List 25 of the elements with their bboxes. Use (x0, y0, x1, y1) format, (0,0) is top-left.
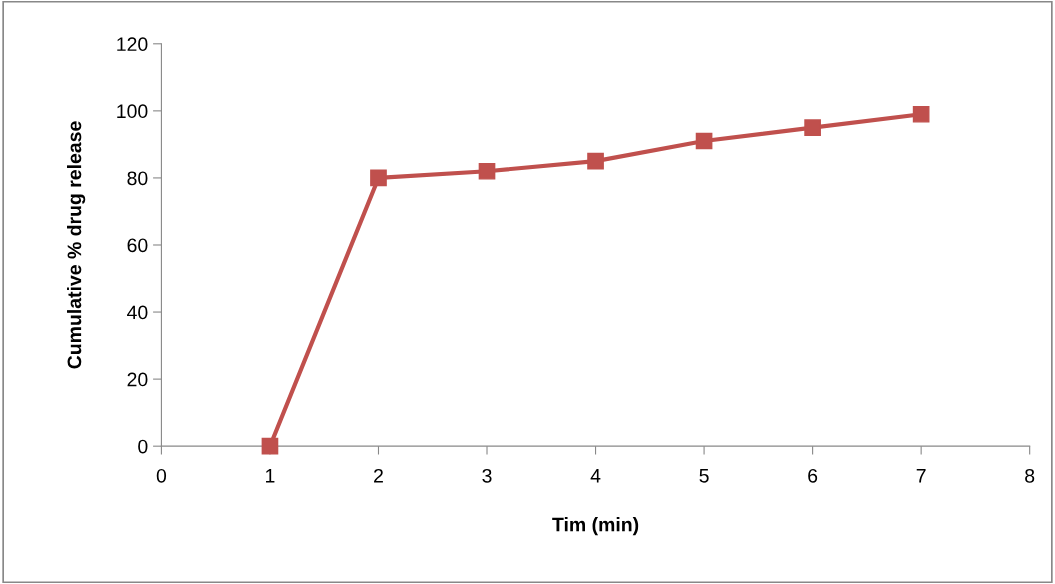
x-tick-label: 8 (1025, 468, 1035, 483)
point (912, 105, 930, 123)
y-tick-label: 120 (117, 37, 148, 52)
x-tick-label: 1 (266, 469, 275, 483)
x-tick-label: 4 (590, 469, 601, 483)
x-tick-label: 3 (482, 468, 492, 483)
point (478, 162, 496, 180)
y-tick-label: 20 (127, 372, 148, 387)
y-tick-label: 40 (127, 305, 148, 320)
x-tick-label: 6 (808, 468, 818, 483)
y-tick-label: 100 (117, 104, 148, 119)
point (370, 169, 387, 187)
point (587, 152, 604, 170)
x-axis-title: Tim (min) (552, 517, 639, 536)
y-axis-title: Cumulative % drug release (67, 121, 86, 369)
point (695, 132, 713, 150)
x-tick-label: 0 (156, 468, 167, 483)
point (804, 119, 821, 136)
x-tick-label: 2 (374, 468, 383, 483)
x-tick-label: 7 (916, 469, 926, 483)
y-tick-label: 0 (138, 439, 148, 454)
y-tick-label: 80 (127, 171, 148, 186)
x-tick-label: 5 (699, 469, 709, 483)
y-tick-label: 60 (127, 238, 148, 253)
point (261, 437, 279, 455)
